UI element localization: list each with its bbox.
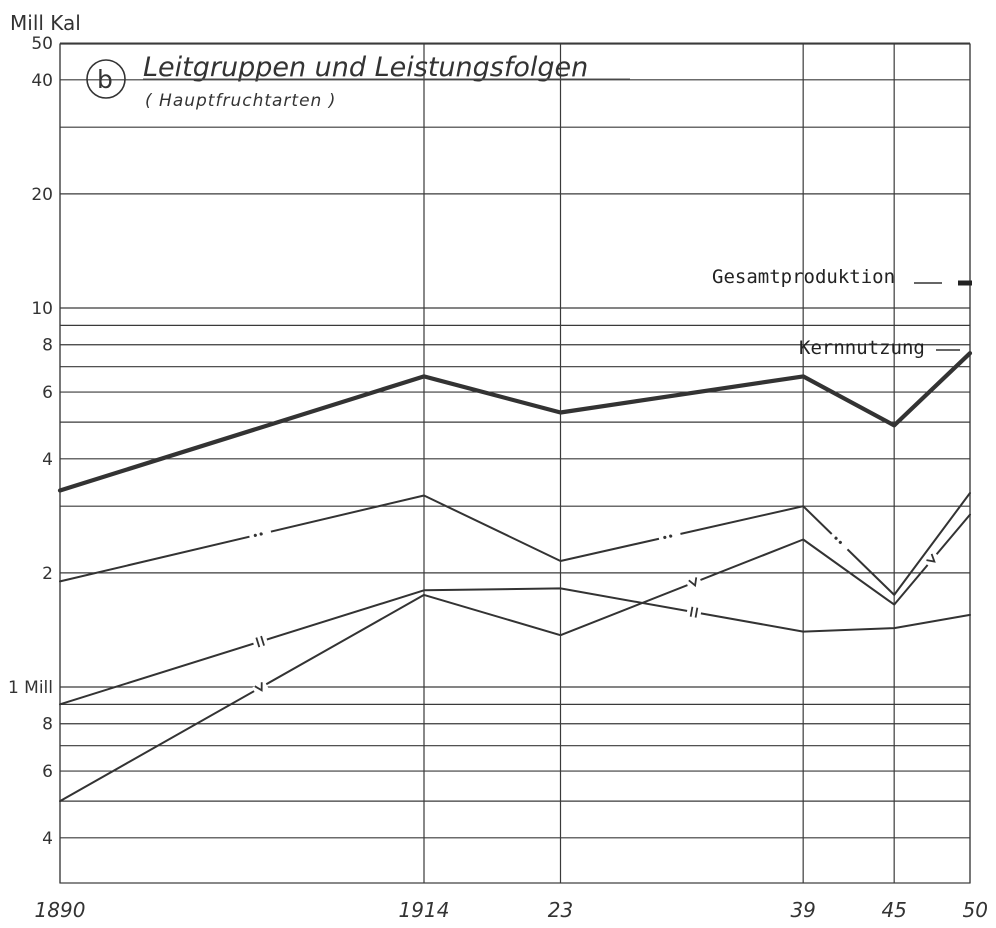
v-mark xyxy=(254,682,263,692)
dash-dot-marker xyxy=(658,529,682,543)
series-gesamtproduktion xyxy=(57,351,973,493)
dot-mark xyxy=(669,534,673,538)
line-gap xyxy=(924,551,940,568)
v-mark xyxy=(926,553,936,563)
plot-frame xyxy=(59,43,971,884)
x-tick-label: 1914 xyxy=(399,898,450,922)
tick-mark xyxy=(255,637,261,648)
dot-mark xyxy=(838,540,842,544)
y-tick-label: 8 xyxy=(42,715,53,735)
v-marker xyxy=(924,551,940,568)
grid-layer xyxy=(59,42,971,884)
y-tick-label: 8 xyxy=(42,336,53,356)
y-tick-label: 6 xyxy=(42,762,53,782)
tick-mark xyxy=(260,635,265,646)
series-double-tick xyxy=(59,587,971,706)
dot-mark xyxy=(259,532,263,536)
y-tick-label: 20 xyxy=(31,185,53,205)
y-tick-label: 6 xyxy=(42,383,53,403)
v-marker xyxy=(686,576,702,589)
double-tick-marker xyxy=(252,635,269,648)
dot-mark xyxy=(253,533,257,537)
line-gap xyxy=(252,680,269,695)
legend-label-gesamtproduktion: Gesamtproduktion xyxy=(712,266,895,288)
panel-letter-circle xyxy=(86,59,126,99)
y-tick-label: 2 xyxy=(42,564,53,584)
chart-title: Leitgruppen und Leistungsfolgen xyxy=(143,52,588,83)
x-tick-label: 23 xyxy=(548,898,573,922)
legend-label-kernnutzung: Kernnutzung xyxy=(799,337,925,359)
y-tick-label: 4 xyxy=(42,450,53,470)
x-tick-label: 50 xyxy=(963,898,988,922)
chart-subtitle: ( Hauptfruchtarten ) xyxy=(145,91,336,111)
line-gap xyxy=(686,607,702,618)
panel-letter: b xyxy=(97,65,113,94)
x-tick-label: 45 xyxy=(881,898,906,922)
series-dash-dot xyxy=(59,492,971,596)
series-v-mark xyxy=(59,513,971,803)
dot-mark xyxy=(834,536,838,540)
dot-mark xyxy=(663,535,667,539)
y-tick-label: 50 xyxy=(31,34,53,54)
dash-dot-marker xyxy=(828,531,851,553)
x-tick-label: 39 xyxy=(790,898,815,922)
tick-mark xyxy=(689,606,694,617)
double-tick-marker xyxy=(686,606,702,618)
text-layer: Mill Kal b Leitgruppen und Leistungsfolg… xyxy=(8,11,988,922)
y-tick-label: 4 xyxy=(42,829,53,849)
v-mark xyxy=(688,577,698,588)
y-tick-label: 40 xyxy=(31,71,53,91)
y-tick-label: 1 Mill xyxy=(8,678,53,698)
tick-mark xyxy=(694,607,699,618)
x-tick-label: 1890 xyxy=(35,898,86,922)
dash-dot-marker xyxy=(248,527,272,541)
line-gap xyxy=(686,576,702,589)
line-gap xyxy=(252,635,269,648)
v-marker xyxy=(252,680,269,695)
series-layer xyxy=(57,351,973,803)
y-tick-label: 10 xyxy=(31,299,53,319)
y-axis-label: Mill Kal xyxy=(10,11,81,35)
